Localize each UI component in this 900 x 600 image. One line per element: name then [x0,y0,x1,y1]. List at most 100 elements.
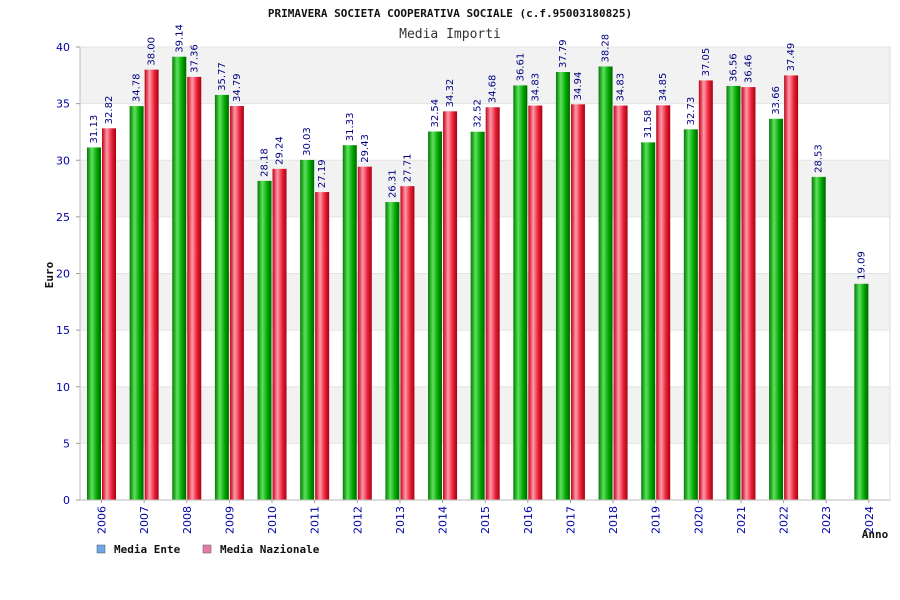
data-label: 28.53 [814,144,825,173]
bar-media-ente [342,145,357,500]
data-labels: 31.13 32.82 34.78 38.00 39.14 37.36 35.77 34.79… [89,24,867,280]
bar-media-ente [641,142,656,500]
x-tick-label: 2016 [522,506,535,534]
bar-media-nazionale [315,192,330,501]
y-tick-label: 25 [56,211,70,224]
data-label: 32.52 [473,99,484,128]
y-axis-label: Euro [43,261,56,288]
bar-media-ente [726,85,741,500]
y-tick-label: 5 [63,437,70,450]
data-label: 36.46 [743,54,754,83]
data-label: 38.00 [147,37,158,66]
data-label: 37.05 [701,48,712,77]
bar-media-ente [811,176,826,500]
bar-media-nazionale [229,106,244,501]
x-tick-label: 2022 [778,506,791,534]
x-axis-ticks: 2006 2007 2008 2009 2010 2011 2012 2013 2014 2015… [96,500,876,534]
chart-subtitle: Media Importi [399,27,501,42]
legend-label-media-ente: Media Ente [114,543,181,556]
data-label: 36.56 [728,53,739,82]
y-tick-label: 15 [56,324,70,337]
x-axis-label: Anno [862,528,889,541]
bar-media-ente [129,106,144,500]
y-tick-label: 0 [63,494,70,507]
x-tick-label: 2010 [266,506,279,534]
plot-band [80,386,890,444]
data-label: 26.31 [387,169,398,198]
data-label: 37.49 [786,43,797,72]
data-label: 30.03 [302,127,313,156]
x-tick-label: 2017 [564,506,577,534]
data-label: 27.71 [402,154,413,183]
data-label: 31.58 [643,110,654,139]
data-label: 38.28 [601,34,612,63]
bar-media-ente [513,85,528,500]
bar-media-nazionale [613,105,628,501]
bar-media-nazionale [400,186,415,500]
bar-media-ente [683,129,698,500]
x-tick-label: 2014 [437,506,450,534]
data-label: 34.83 [530,73,541,102]
x-tick-label: 2012 [351,506,364,534]
x-tick-label: 2019 [650,506,663,534]
legend: Media Ente Media Nazionale [96,543,320,556]
data-label: 32.73 [686,97,697,126]
y-tick-label: 30 [56,154,70,167]
bar-media-ente [87,147,101,500]
legend-swatch-media-nazionale [202,544,212,554]
x-tick-label: 2009 [223,506,236,534]
x-tick-label: 2018 [607,506,620,534]
x-tick-label: 2021 [735,506,748,534]
x-tick-label: 2023 [820,506,833,534]
x-tick-label: 2007 [138,506,151,534]
data-label: 35.77 [217,62,228,91]
y-axis-ticks: 0 5 10 15 20 25 30 35 40 [56,41,80,507]
data-label: 34.68 [488,75,499,104]
bar-media-ente [555,72,570,500]
bar-media-ente [385,202,400,500]
bar-media-ente [470,131,485,500]
plot-band [80,443,890,500]
y-tick-label: 35 [56,98,70,111]
data-label: 27.19 [317,159,328,188]
data-label: 34.85 [658,73,669,102]
bar-media-nazionale [443,111,458,501]
x-tick-label: 2015 [479,506,492,534]
bar-media-nazionale [357,166,372,500]
x-tick-label: 2008 [181,506,194,534]
data-label: 33.66 [771,86,782,115]
data-label: 19.09 [856,251,867,280]
bar-media-ente [854,283,869,500]
data-label: 34.78 [132,73,143,102]
data-label: 32.82 [104,96,115,125]
legend-label-media-nazionale: Media Nazionale [220,543,320,556]
bar-media-nazionale [784,75,799,500]
bar-media-nazionale [698,80,713,500]
data-label: 34.79 [232,73,243,102]
data-label: 34.94 [573,72,584,101]
plot-band [80,103,890,161]
data-label: 36.61 [515,53,526,82]
data-label: 31.13 [89,115,100,144]
bar-media-nazionale [656,105,671,500]
y-tick-label: 20 [56,268,70,281]
bar-media-ente [769,118,784,500]
x-tick-label: 2024 [863,506,876,534]
x-tick-label: 2011 [309,506,322,534]
bar-media-ente [257,180,272,500]
x-tick-label: 2006 [96,506,109,534]
data-label: 37.36 [189,44,200,73]
bar-media-nazionale [485,107,500,501]
plot-band [80,216,890,274]
bar-media-ente [214,94,229,500]
bar-media-nazionale [741,87,756,500]
legend-swatch-media-ente [96,544,106,554]
y-tick-label: 40 [56,41,70,54]
bars [87,56,869,501]
plot-band [80,160,890,217]
plot-band [80,330,890,387]
data-label: 34.83 [616,73,627,102]
bar-media-ente [428,131,443,500]
bar-media-nazionale [272,168,287,500]
